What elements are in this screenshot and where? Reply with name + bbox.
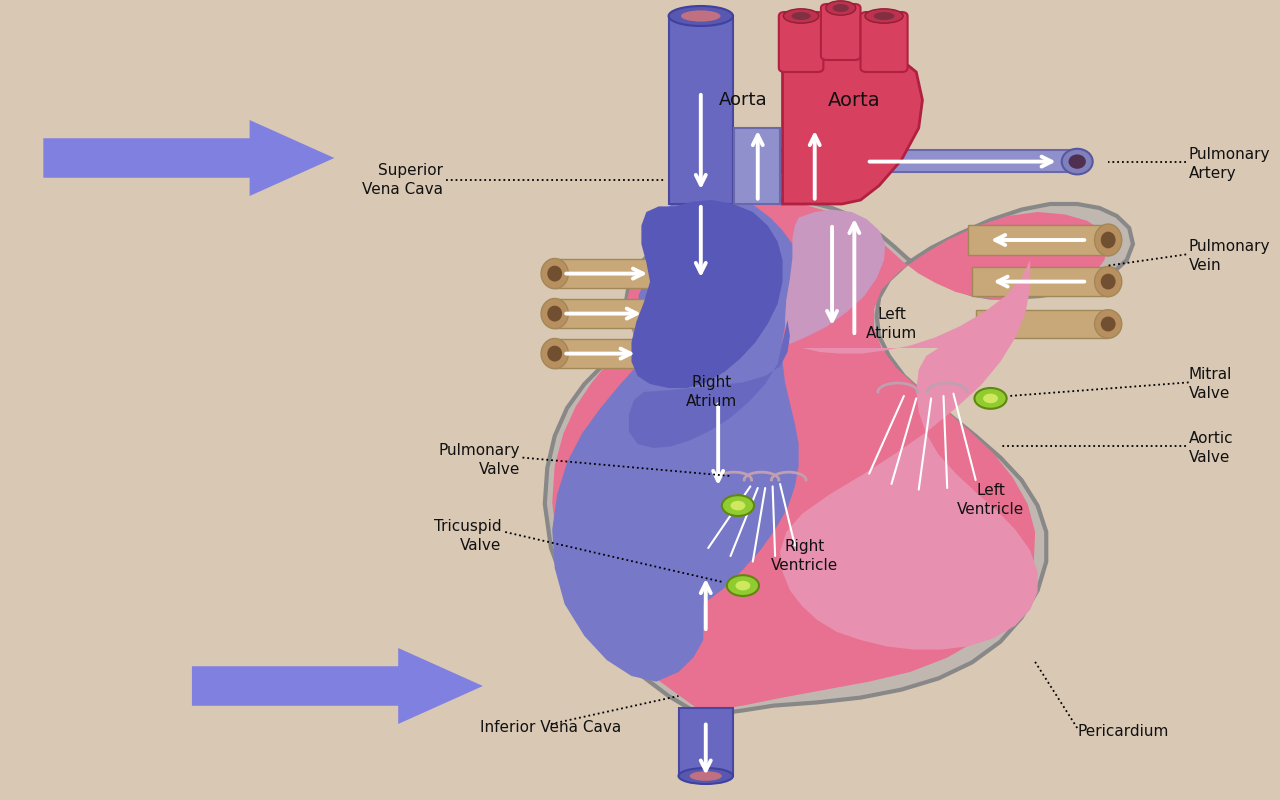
Polygon shape <box>668 16 733 204</box>
Ellipse shape <box>548 266 562 282</box>
Ellipse shape <box>681 10 721 22</box>
Polygon shape <box>554 339 650 368</box>
Ellipse shape <box>668 6 733 26</box>
Circle shape <box>974 388 1006 409</box>
Text: Pulmonary
Vein: Pulmonary Vein <box>1189 239 1270 273</box>
Ellipse shape <box>783 9 819 23</box>
Polygon shape <box>545 200 1133 716</box>
Text: Superior
Vena Cava: Superior Vena Cava <box>362 163 443 197</box>
Polygon shape <box>631 200 782 388</box>
Ellipse shape <box>1094 266 1121 297</box>
Circle shape <box>736 581 750 590</box>
Text: Right
Atrium: Right Atrium <box>686 375 737 409</box>
Ellipse shape <box>541 258 568 289</box>
Ellipse shape <box>1101 232 1116 248</box>
Polygon shape <box>782 44 923 204</box>
Text: Pulmonary
Valve: Pulmonary Valve <box>439 443 520 477</box>
Text: Mitral
Valve: Mitral Valve <box>1189 367 1233 401</box>
Polygon shape <box>972 267 1108 296</box>
Text: Pericardium: Pericardium <box>1078 725 1169 739</box>
Polygon shape <box>628 320 790 448</box>
Ellipse shape <box>548 306 562 322</box>
FancyBboxPatch shape <box>860 12 908 72</box>
Ellipse shape <box>1061 149 1093 174</box>
Polygon shape <box>968 225 1108 255</box>
Text: Aortic
Valve: Aortic Valve <box>1189 431 1233 465</box>
Ellipse shape <box>1101 317 1116 331</box>
Circle shape <box>983 394 998 403</box>
Text: Pulmonary
Artery: Pulmonary Artery <box>1189 147 1270 181</box>
FancyBboxPatch shape <box>778 12 823 72</box>
Text: Aorta: Aorta <box>828 90 881 110</box>
Ellipse shape <box>826 1 856 15</box>
Polygon shape <box>554 259 663 288</box>
Ellipse shape <box>548 346 562 362</box>
Text: Aorta: Aorta <box>718 91 767 109</box>
Text: Right
Ventricle: Right Ventricle <box>771 539 838 573</box>
Ellipse shape <box>541 338 568 369</box>
Ellipse shape <box>1101 274 1116 290</box>
Polygon shape <box>678 708 733 776</box>
Ellipse shape <box>541 298 568 329</box>
Ellipse shape <box>1094 310 1121 338</box>
Polygon shape <box>552 203 1108 712</box>
Ellipse shape <box>690 771 722 781</box>
Polygon shape <box>44 120 334 196</box>
Polygon shape <box>554 299 657 328</box>
Polygon shape <box>785 210 886 344</box>
Polygon shape <box>975 310 1108 338</box>
Text: Tricuspid
Valve: Tricuspid Valve <box>434 519 502 553</box>
Ellipse shape <box>791 12 810 20</box>
Polygon shape <box>780 260 1038 650</box>
Polygon shape <box>735 128 780 204</box>
Ellipse shape <box>1094 224 1121 256</box>
Ellipse shape <box>1069 154 1085 169</box>
Text: Inferior Vena Cava: Inferior Vena Cava <box>480 721 622 735</box>
Ellipse shape <box>874 12 895 20</box>
Circle shape <box>731 501 745 510</box>
Polygon shape <box>552 190 799 682</box>
Polygon shape <box>755 150 1078 172</box>
Ellipse shape <box>832 4 849 12</box>
Circle shape <box>722 495 754 516</box>
Polygon shape <box>192 648 483 724</box>
Text: Left
Ventricle: Left Ventricle <box>957 483 1024 517</box>
Text: Left
Atrium: Left Atrium <box>865 307 916 341</box>
Ellipse shape <box>865 9 904 23</box>
Circle shape <box>727 575 759 596</box>
Ellipse shape <box>678 768 733 784</box>
FancyBboxPatch shape <box>820 4 860 60</box>
